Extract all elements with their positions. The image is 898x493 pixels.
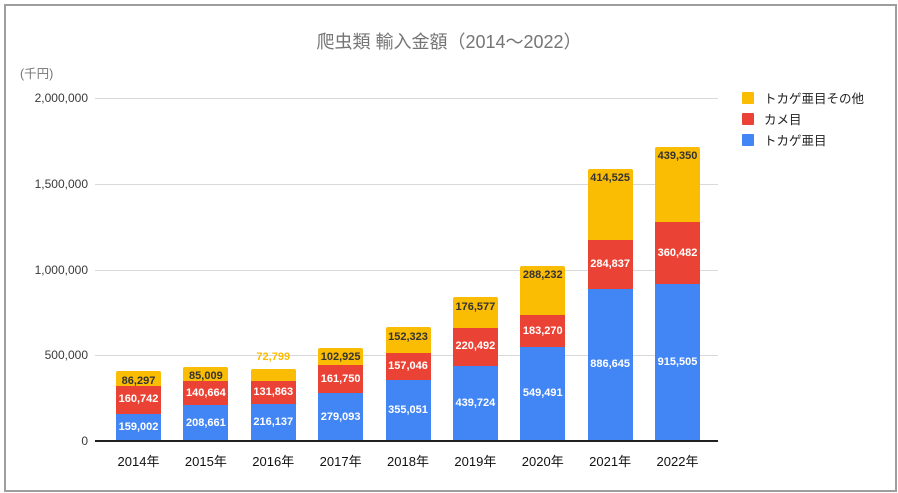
bar-value-label: 288,232 xyxy=(522,269,563,282)
x-axis-tick-label: 2017年 xyxy=(319,454,362,469)
bar-value-label: 284,837 xyxy=(590,258,630,270)
bar-value-label: 208,661 xyxy=(185,416,226,429)
bar-value-label: 355,051 xyxy=(388,404,428,417)
y-axis-tick-label: 2,000,000 xyxy=(34,91,88,105)
x-axis-tick-label: 2020年 xyxy=(521,454,564,469)
gridline xyxy=(95,269,718,271)
legend-label: トカゲ亜目その他 xyxy=(764,92,865,106)
bar-value-label: 140,664 xyxy=(185,386,226,399)
bar-segment-kame-moku-2016[interactable] xyxy=(250,381,296,404)
bar-value-label: 183,270 xyxy=(522,324,563,337)
bar-value-label: 360,482 xyxy=(657,246,698,259)
legend-label: カメ目 xyxy=(764,113,802,127)
x-axis-tick-label: 2022年 xyxy=(656,454,699,469)
gridline xyxy=(95,183,718,185)
bar-value-label: 439,724 xyxy=(455,396,496,409)
bar-value-label: 414,525 xyxy=(590,172,630,185)
bar-segment-tokage-amoku-2022[interactable] xyxy=(655,283,700,441)
x-axis-tick-label: 2018年 xyxy=(387,454,429,469)
bar-segment-tokage-sonota-2016[interactable] xyxy=(250,368,296,382)
bar-segment-tokage-amoku-2017[interactable] xyxy=(318,393,364,441)
bar-value-label: 157,046 xyxy=(388,360,428,373)
bar-segment-tokage-sonota-2017[interactable] xyxy=(318,347,364,366)
bar-segment-tokage-amoku-2016[interactable] xyxy=(250,403,296,441)
x-axis-tick-label: 2015年 xyxy=(184,454,227,469)
bar-segment-kame-moku-2018[interactable] xyxy=(385,353,431,381)
y-axis-tick-label: 1,000,000 xyxy=(34,262,88,277)
bar-segment-tokage-sonota-2019[interactable] xyxy=(452,297,498,328)
bar-value-label: 85,009 xyxy=(189,370,223,382)
bar-segment-kame-moku-2015[interactable] xyxy=(183,381,229,406)
bar-value-label: 220,492 xyxy=(455,340,496,353)
x-axis-tick-label: 2019年 xyxy=(454,454,497,469)
legend-item-tokage-amoku[interactable]: トカゲ亜目 xyxy=(742,129,864,150)
bar-value-label: 152,323 xyxy=(388,330,428,343)
legend-swatch-icon xyxy=(742,91,754,104)
bar-segment-tokage-amoku-2018[interactable] xyxy=(385,380,431,441)
bar-segment-kame-moku-2019[interactable] xyxy=(452,327,498,366)
bar-segment-tokage-amoku-2021[interactable] xyxy=(587,288,633,441)
bar-value-label: 160,742 xyxy=(118,393,159,406)
bar-segment-tokage-sonota-2022[interactable] xyxy=(655,146,700,223)
bar-segment-tokage-amoku-2014[interactable] xyxy=(116,413,161,441)
bar-segment-kame-moku-2021[interactable] xyxy=(587,240,633,289)
bar-value-label: 216,137 xyxy=(253,415,294,428)
legend-item-tokage-sonota[interactable]: トカゲ亜目その他 xyxy=(742,87,864,108)
chart-title: 爬虫類 輸入金額（2014～2022） xyxy=(316,32,582,52)
legend-swatch-icon xyxy=(742,133,754,146)
y-axis-tick-label: 500,000 xyxy=(44,348,88,363)
bar-segment-tokage-amoku-2019[interactable] xyxy=(452,365,498,441)
legend-label: トカゲ亜目 xyxy=(764,134,827,148)
bar-value-label: 159,002 xyxy=(118,420,159,433)
bar-segment-tokage-sonota-2015[interactable] xyxy=(183,366,229,382)
bar-value-label: 102,925 xyxy=(320,351,361,364)
legend-swatch-icon xyxy=(742,112,754,125)
bar-value-label: 131,863 xyxy=(253,386,294,399)
bar-value-label: 915,505 xyxy=(657,355,698,368)
y-axis-unit-label: (千円) xyxy=(20,67,54,81)
bar-segment-tokage-sonota-2021[interactable] xyxy=(587,168,633,241)
bar-value-label: 86,297 xyxy=(121,374,156,387)
legend-item-kame-moku[interactable]: カメ目 xyxy=(742,108,864,129)
bar-segment-tokage-sonota-2018[interactable] xyxy=(385,327,431,354)
bar-value-label: 161,750 xyxy=(320,372,361,385)
bar-value-label: 279,093 xyxy=(320,410,361,423)
bar-value-label: 176,577 xyxy=(455,300,496,313)
y-axis-tick-label: 0 xyxy=(81,434,88,448)
bar-segment-kame-moku-2022[interactable] xyxy=(655,222,700,284)
bar-value-label: 549,491 xyxy=(522,387,563,400)
x-axis-line xyxy=(95,440,718,442)
x-axis-tick-label: 2014年 xyxy=(117,454,160,469)
bar-segment-tokage-amoku-2015[interactable] xyxy=(183,405,229,441)
bar-value-label: 439,350 xyxy=(657,150,698,163)
x-axis-tick-label: 2021年 xyxy=(589,454,632,469)
x-axis-tick-label: 2016年 xyxy=(252,454,295,469)
bar-segment-tokage-sonota-2014[interactable] xyxy=(116,371,161,387)
bar-value-label: 72,799 xyxy=(256,351,291,364)
y-axis-tick-label: 1,500,000 xyxy=(34,176,88,191)
bar-segment-kame-moku-2017[interactable] xyxy=(318,365,364,394)
bar-segment-tokage-amoku-2020[interactable] xyxy=(520,346,566,441)
legend: トカゲ亜目その他 カメ目トカゲ亜目 xyxy=(742,87,864,150)
bar-value-label: 886,645 xyxy=(590,358,630,371)
gridline xyxy=(95,98,718,99)
bar-segment-kame-moku-2020[interactable] xyxy=(520,315,566,347)
bar-segment-kame-moku-2014[interactable] xyxy=(116,386,161,414)
bar-segment-tokage-sonota-2020[interactable] xyxy=(520,265,566,316)
